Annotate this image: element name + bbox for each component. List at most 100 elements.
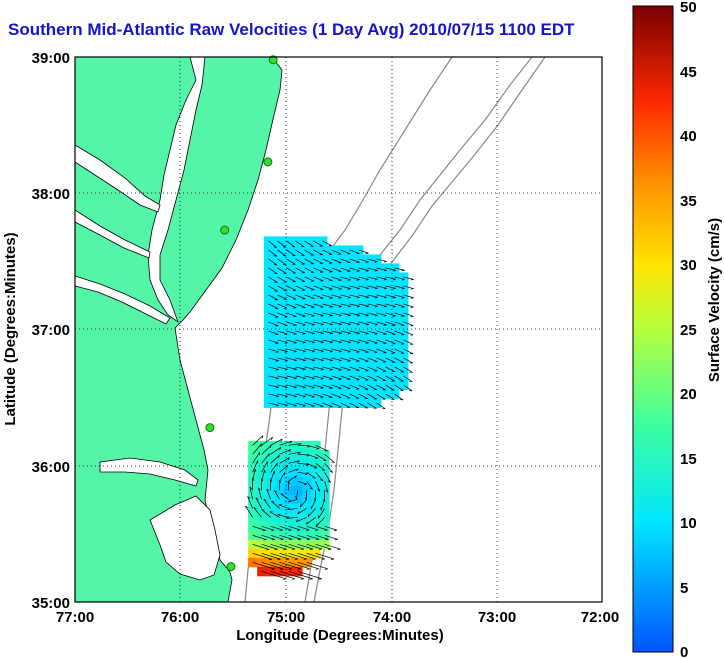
velocity-cell xyxy=(293,494,303,505)
vector-head xyxy=(383,315,387,317)
velocity-vector xyxy=(367,348,378,353)
velocity-vector xyxy=(304,366,315,370)
vector-head xyxy=(277,513,281,516)
velocity-vector xyxy=(295,393,306,397)
vector-head xyxy=(401,297,405,299)
vector-head xyxy=(279,480,282,484)
velocity-vector xyxy=(268,240,277,248)
velocity-cell xyxy=(266,512,276,523)
velocity-vector xyxy=(340,312,351,316)
vector-head xyxy=(320,387,324,389)
velocity-vector xyxy=(322,330,333,334)
velocity-vector xyxy=(297,552,316,560)
velocity-vector xyxy=(277,339,288,344)
vector-head xyxy=(365,351,369,353)
velocity-vector xyxy=(288,543,304,550)
vector-head xyxy=(297,529,301,531)
velocity-cell xyxy=(302,494,312,505)
vector-head xyxy=(321,469,325,471)
vector-head xyxy=(356,314,360,317)
vector-head xyxy=(338,297,342,299)
vector-head xyxy=(275,351,279,353)
velocity-vector xyxy=(385,384,395,391)
velocity-vector xyxy=(270,534,284,540)
velocity-vector xyxy=(277,258,287,266)
vector-head xyxy=(284,360,288,362)
vector-head xyxy=(356,360,360,362)
velocity-cell xyxy=(293,503,303,514)
vector-head xyxy=(329,387,333,389)
velocity-vector xyxy=(261,509,271,518)
colorbar-tick-label: 0 xyxy=(680,644,688,659)
velocity-vector xyxy=(340,294,351,298)
velocity-vector xyxy=(394,384,404,391)
velocity-vector xyxy=(331,303,342,307)
vector-head xyxy=(410,306,414,308)
vector-head xyxy=(311,341,315,344)
vector-head xyxy=(284,351,288,353)
vector-head xyxy=(320,306,324,308)
velocity-vector xyxy=(261,543,278,550)
velocity-vector xyxy=(331,312,342,316)
velocity-vector xyxy=(261,525,275,531)
velocity-vector xyxy=(286,375,297,379)
vector-head xyxy=(312,558,316,560)
velocity-vector xyxy=(261,552,281,560)
vector-head xyxy=(320,396,324,398)
velocity-vector xyxy=(295,348,306,352)
vector-head xyxy=(320,359,324,362)
vector-head xyxy=(263,498,267,501)
velocity-vector xyxy=(297,525,310,531)
velocity-vector xyxy=(394,321,405,326)
velocity-vector xyxy=(315,481,321,492)
velocity-cell xyxy=(293,512,303,523)
colorbar-tick-label: 45 xyxy=(680,64,697,81)
x-tick-label: 73:00 xyxy=(478,609,516,626)
velocity-vector xyxy=(268,285,278,292)
vector-head xyxy=(273,255,277,257)
vector-head xyxy=(288,499,291,503)
velocity-vector xyxy=(367,321,378,325)
vector-head xyxy=(288,449,292,453)
velocity-vector xyxy=(385,267,396,271)
vector-head xyxy=(311,405,315,407)
vector-head xyxy=(293,377,297,380)
vector-head xyxy=(347,279,351,281)
velocity-vector xyxy=(268,294,278,301)
vector-head xyxy=(356,305,360,308)
colorbar-tick-label: 40 xyxy=(680,128,697,145)
velocity-vector xyxy=(295,330,306,334)
vector-head xyxy=(291,578,295,580)
velocity-vector xyxy=(271,501,280,509)
velocity-vector xyxy=(306,552,325,560)
velocity-vector xyxy=(268,303,279,309)
velocity-vector xyxy=(394,348,405,354)
velocity-vector xyxy=(358,348,369,353)
velocity-vector xyxy=(268,348,279,353)
velocity-vector xyxy=(322,348,333,352)
vector-head xyxy=(289,568,293,570)
velocity-vector xyxy=(295,366,306,370)
vector-head xyxy=(338,332,342,335)
velocity-vector xyxy=(304,357,315,361)
vector-head xyxy=(286,516,290,519)
colorbar-tick-label: 30 xyxy=(680,257,697,274)
velocity-vector xyxy=(286,366,297,370)
vector-head xyxy=(374,342,378,344)
vector-head xyxy=(264,469,266,473)
vector-head xyxy=(374,324,378,326)
velocity-vector xyxy=(376,303,387,307)
velocity-vector xyxy=(403,375,413,382)
vector-head xyxy=(275,404,279,407)
vector-head xyxy=(261,478,264,482)
velocity-vector xyxy=(403,321,414,326)
velocity-vector xyxy=(306,462,318,469)
velocity-vector xyxy=(297,480,307,485)
vector-head xyxy=(270,436,273,440)
velocity-vector xyxy=(253,507,262,518)
velocity-vector xyxy=(286,258,296,265)
vector-head xyxy=(270,479,273,483)
vector-head xyxy=(280,538,284,541)
vector-head xyxy=(275,369,279,371)
vector-head xyxy=(296,460,300,463)
